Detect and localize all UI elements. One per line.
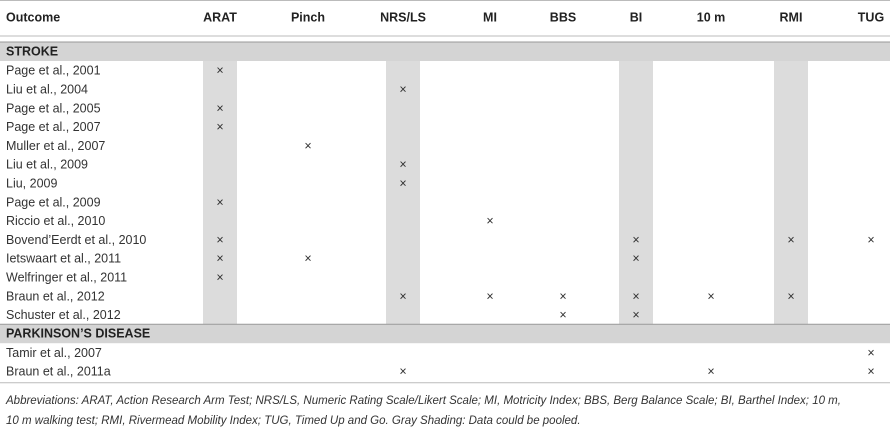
shade-band [619,61,653,325]
cross-mark: × [304,252,311,266]
cross-mark: × [399,158,406,172]
section-title: PARKINSON’S DISEASE [6,326,150,340]
column-header: BBS [550,10,576,24]
cross-mark: × [867,365,874,379]
study: Liu et al., 2009 [6,158,88,172]
study: Welfringer et al., 2011 [6,270,127,284]
cross-mark: × [216,195,223,209]
cross-mark: × [216,252,223,266]
cross-mark: × [787,289,794,303]
cross-mark: × [867,346,874,360]
study: Braun et al., 2011a [6,365,111,379]
study: Schuster et al., 2012 [6,308,121,322]
section-title: STROKE [6,44,58,58]
study: Tamir et al., 2007 [6,346,102,360]
study: Liu, 2009 [6,176,57,190]
column-header: NRS/LS [380,10,426,24]
study: Liu et al., 2004 [6,82,88,96]
footnote: Abbreviations: ARAT, Action Research Arm… [5,395,841,407]
section-band [0,42,890,61]
column-header: TUG [858,10,884,24]
column-header: 10 m [697,10,726,24]
cross-mark: × [632,252,639,266]
column-header: BI [630,10,643,24]
cross-mark: × [559,289,566,303]
cross-mark: × [304,139,311,153]
study: Page et al., 2001 [6,64,101,78]
study: Page et al., 2005 [6,101,101,115]
cross-mark: × [216,270,223,284]
footnote: 10 m walking test; RMI, Rivermead Mobili… [6,415,581,427]
cross-mark: × [559,308,566,322]
study: Riccio et al., 2010 [6,214,105,228]
column-header: Outcome [6,10,60,24]
shade-band [774,61,808,325]
column-header: ARAT [203,10,237,24]
cross-mark: × [632,233,639,247]
cross-mark: × [707,365,714,379]
cross-mark: × [632,289,639,303]
cross-mark: × [216,101,223,115]
shade-band [386,61,420,325]
cross-mark: × [216,120,223,134]
study: Ietswaart et al., 2011 [6,252,121,266]
cross-mark: × [399,176,406,190]
study: Page et al., 2007 [6,120,101,134]
column-header: MI [483,10,497,24]
cross-mark: × [216,64,223,78]
cross-mark: × [399,289,406,303]
column-header: Pinch [291,10,325,24]
cross-mark: × [486,214,493,228]
study: Bovend’Eerdt et al., 2010 [6,233,146,247]
shade-band [203,61,237,325]
cross-mark: × [707,289,714,303]
cross-mark: × [787,233,794,247]
cross-mark: × [632,308,639,322]
cross-mark: × [216,233,223,247]
cross-mark: × [399,82,406,96]
study: Page et al., 2009 [6,195,101,209]
study: Muller et al., 2007 [6,139,105,153]
column-header: RMI [780,10,803,24]
cross-mark: × [867,233,874,247]
section-band [0,324,890,344]
cross-mark: × [486,289,493,303]
cross-mark: × [399,365,406,379]
study: Braun et al., 2012 [6,289,105,303]
